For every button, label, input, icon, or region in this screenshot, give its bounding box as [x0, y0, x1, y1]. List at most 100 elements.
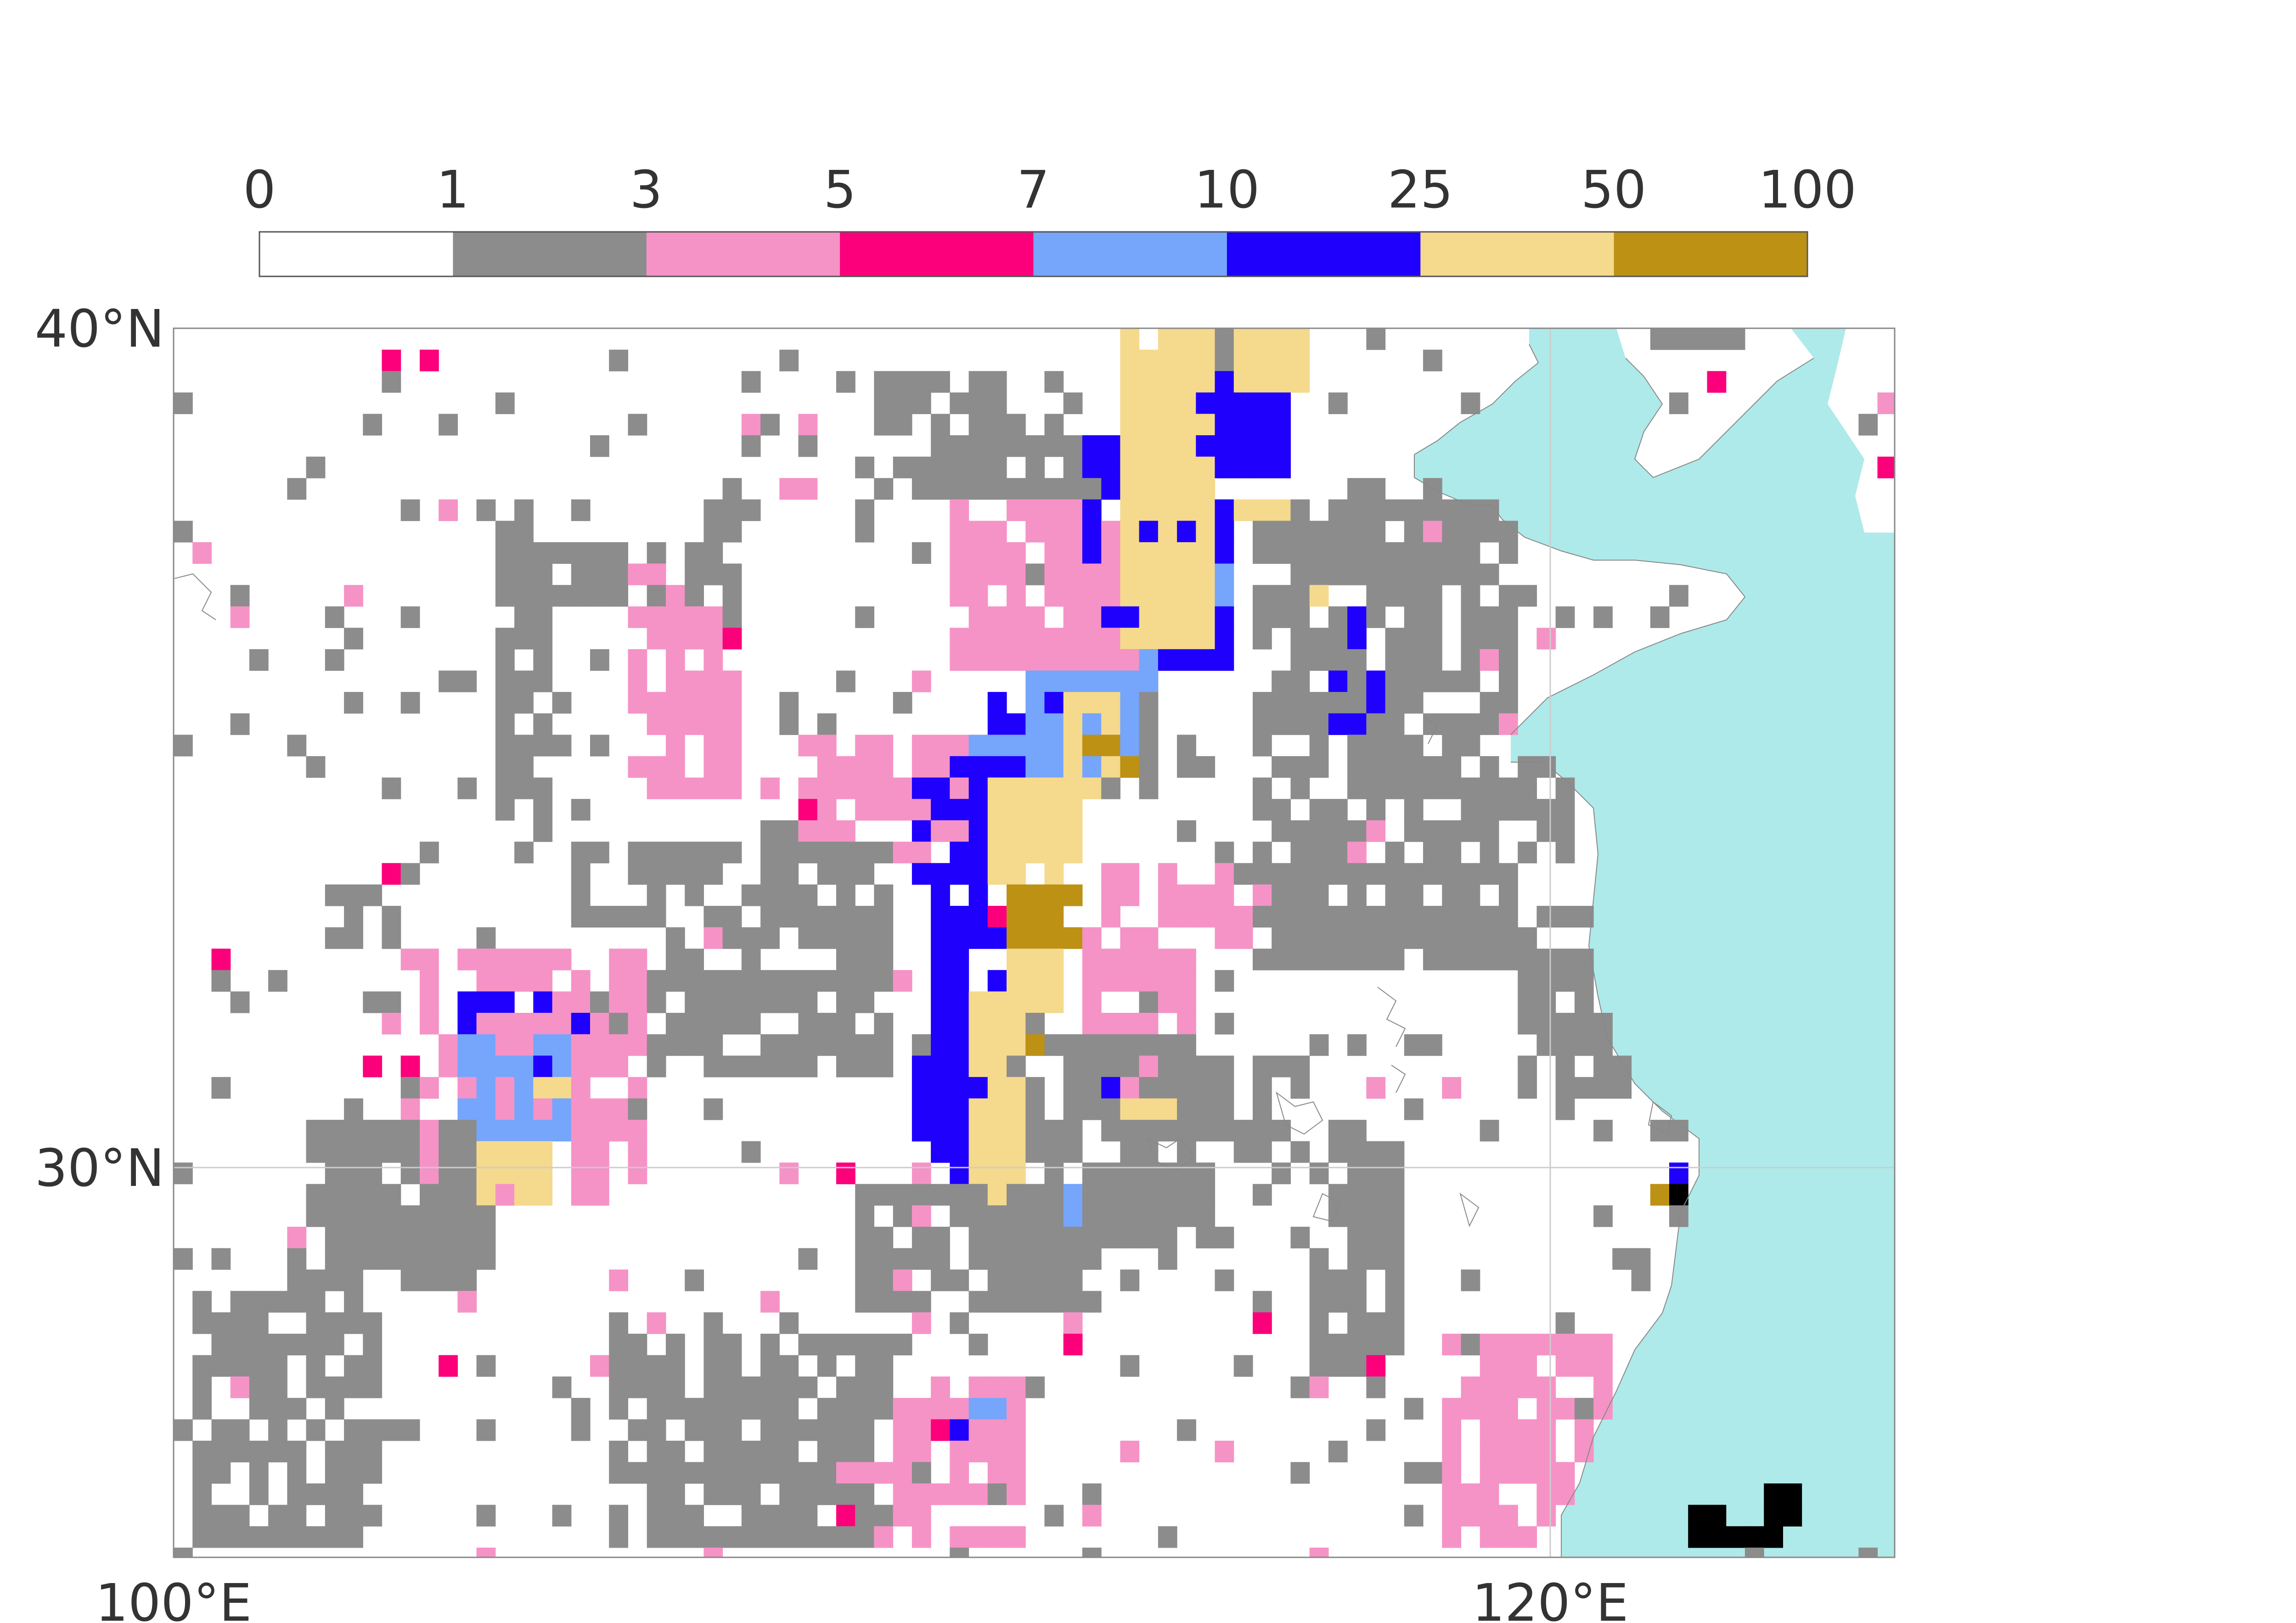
grid-cell: [1044, 1162, 1064, 1185]
grid-cell: [1404, 649, 1424, 671]
grid-cell: [1385, 1248, 1405, 1270]
grid-cell: [571, 1120, 591, 1142]
grid-cell: [1309, 927, 1329, 949]
grid-cell: [211, 1462, 231, 1484]
grid-cell: [1499, 606, 1518, 628]
grid-cell: [192, 1376, 212, 1398]
grid-cell: [1536, 1333, 1556, 1356]
grid-cell: [685, 692, 704, 714]
grid-cell: [855, 927, 874, 949]
grid-cell: [1328, 927, 1348, 949]
grid-cell: [457, 1034, 477, 1056]
grid-cell: [1044, 1505, 1064, 1527]
grid-cell: [1007, 970, 1026, 992]
grid-cell: [439, 1184, 458, 1206]
grid-cell: [1215, 456, 1234, 478]
grid-cell: [1082, 1162, 1102, 1185]
grid-cell: [1139, 1120, 1159, 1142]
grid-cell: [344, 1291, 363, 1313]
grid-cell: [1215, 1120, 1234, 1142]
grid-cell: [1272, 1162, 1291, 1185]
grid-cell: [798, 1462, 818, 1484]
grid-cell: [344, 1419, 363, 1441]
grid-cell: [836, 991, 855, 1013]
grid-cell: [1385, 1141, 1405, 1163]
grid-cell: [1480, 1419, 1499, 1441]
grid-cell: [1688, 1505, 1707, 1527]
grid-cell: [1309, 906, 1329, 928]
grid-cell: [647, 1312, 666, 1334]
grid-cell: [1366, 927, 1386, 949]
grid-cell: [779, 906, 799, 928]
grid-cell: [647, 1462, 666, 1484]
grid-cell: [647, 713, 666, 735]
grid-cell: [798, 435, 818, 457]
grid-cell: [1063, 799, 1083, 821]
grid-cell: [382, 777, 401, 799]
grid-cell: [287, 1483, 307, 1505]
grid-cell: [363, 1205, 383, 1227]
grid-cell: [457, 991, 477, 1013]
grid-cell: [1309, 1376, 1329, 1398]
grid-cell: [476, 1355, 496, 1377]
grid-cell: [1120, 756, 1140, 778]
grid-cell: [987, 563, 1007, 585]
grid-cell: [741, 927, 761, 949]
grid-cell: [363, 1120, 383, 1142]
grid-cell: [1272, 799, 1291, 821]
grid-cell: [495, 670, 515, 692]
grid-cell: [1366, 1312, 1386, 1334]
grid-cell: [1177, 478, 1196, 500]
grid-cell: [1044, 713, 1064, 735]
grid-cell: [1007, 1120, 1026, 1142]
grid-cell: [741, 1505, 761, 1527]
grid-cell: [495, 1141, 515, 1163]
grid-cell: [855, 777, 874, 799]
grid-cell: [571, 991, 591, 1013]
grid-cell: [874, 1184, 894, 1206]
grid-cell: [571, 585, 591, 607]
grid-cell: [987, 1398, 1007, 1420]
grid-cell: [514, 949, 534, 971]
grid-cell: [514, 1162, 534, 1185]
grid-cell: [1007, 735, 1026, 757]
grid-cell: [1196, 349, 1216, 371]
grid-cell: [1328, 1184, 1348, 1206]
grid-cell: [609, 1034, 628, 1056]
grid-cell: [1082, 991, 1102, 1013]
grid-cell: [1025, 563, 1045, 585]
grid-cell: [1139, 1098, 1159, 1120]
grid-cell: [665, 1398, 685, 1420]
grid-cell: [457, 1077, 477, 1099]
grid-cell: [1158, 521, 1177, 543]
grid-cell: [1044, 478, 1064, 500]
grid-cell: [1007, 499, 1026, 521]
grid-cell: [174, 1248, 193, 1270]
grid-cell: [665, 756, 685, 778]
grid-cell: [1215, 371, 1234, 393]
grid-cell: [1101, 692, 1120, 714]
grid-cell: [722, 563, 742, 585]
grid-cell: [1025, 499, 1045, 521]
grid-cell: [722, 1419, 742, 1441]
grid-cell: [798, 735, 818, 757]
grid-cell: [1063, 1077, 1083, 1099]
grid-cell: [968, 1376, 988, 1398]
grid-cell: [1007, 713, 1026, 735]
grid-cell: [855, 1462, 874, 1484]
grid-cell: [495, 1120, 515, 1142]
grid-cell: [760, 1526, 780, 1548]
grid-cell: [1309, 1355, 1329, 1377]
grid-cell: [855, 606, 874, 628]
grid-cell: [1290, 563, 1310, 585]
grid-cell: [1044, 563, 1064, 585]
grid-cell: [514, 1034, 534, 1056]
grid-cell: [685, 1398, 704, 1420]
grid-cell: [476, 1248, 496, 1270]
grid-cell: [779, 1398, 799, 1420]
grid-cell: [230, 1505, 250, 1527]
grid-cell: [1536, 970, 1556, 992]
colorbar-swatch: [1420, 232, 1615, 276]
grid-cell: [1025, 1226, 1045, 1249]
grid-cell: [1139, 542, 1159, 564]
